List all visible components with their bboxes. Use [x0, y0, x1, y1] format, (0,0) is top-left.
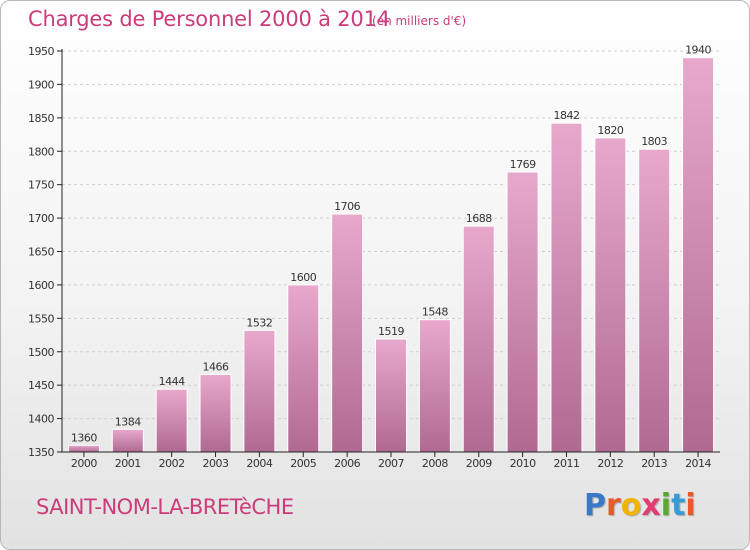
- x-tick-label: 2002: [159, 457, 185, 470]
- proxiti-logo: Proxiti: [584, 488, 696, 523]
- bar: [594, 137, 627, 453]
- bar: [111, 428, 144, 453]
- x-tick-label: 2011: [553, 457, 579, 470]
- bar-value-label: 1466: [203, 360, 229, 373]
- bar: [638, 148, 671, 453]
- x-tick-label: 2003: [203, 457, 229, 470]
- y-tick-label: 1400: [28, 413, 54, 426]
- bar-value-label: 1688: [466, 212, 492, 225]
- bar-value-label: 1548: [422, 306, 448, 319]
- bar: [375, 338, 407, 453]
- x-tick-label: 2008: [422, 457, 448, 470]
- x-tick-label: 2010: [510, 457, 536, 470]
- x-tick-label: 2001: [115, 457, 141, 470]
- y-tick-label: 1450: [28, 379, 54, 392]
- x-tick-label: 2007: [378, 457, 404, 470]
- bar-value-label: 1600: [290, 271, 316, 284]
- bar-value-label: 1532: [246, 316, 272, 329]
- logo-letter: o: [620, 488, 642, 523]
- chart-subtitle: (en milliers d'€): [372, 14, 467, 28]
- y-tick-label: 1700: [28, 212, 54, 225]
- bar-value-label: 1842: [553, 109, 579, 122]
- x-tick-label: 2006: [334, 457, 360, 470]
- y-tick-label: 1550: [28, 312, 54, 325]
- bar-value-label: 1444: [159, 375, 185, 388]
- y-tick-label: 1600: [28, 279, 54, 292]
- bar-value-label: 1519: [378, 325, 404, 338]
- bar-value-label: 1706: [334, 200, 360, 213]
- axes: 1350 1400 1450 1500 1550 1600 1650 1700 1750 1800…: [28, 45, 720, 470]
- logo-letter: P: [584, 488, 606, 523]
- commune-name: SAINT-NOM-LA-BRETèCHE: [36, 495, 294, 519]
- bar-value-label: 1940: [685, 44, 711, 57]
- y-tick-label: 1500: [28, 346, 54, 359]
- bar-value-label: 1360: [71, 431, 97, 444]
- bar: [287, 284, 320, 453]
- x-tick-label: 2009: [466, 457, 492, 470]
- y-tick-label: 1650: [28, 246, 54, 259]
- x-tick-label: 2000: [71, 457, 97, 470]
- logo-letter: i: [660, 488, 672, 523]
- y-tick-label: 1850: [28, 112, 54, 125]
- bar: [682, 57, 715, 453]
- bar: [462, 225, 495, 453]
- bar: [331, 213, 364, 453]
- y-tick-label: 1950: [28, 45, 54, 58]
- y-tick-label: 1800: [28, 145, 54, 158]
- bar: [506, 171, 539, 453]
- logo-letter: r: [606, 488, 621, 523]
- bar: [199, 373, 232, 453]
- logo-letter: i: [685, 488, 696, 523]
- chart-title: Charges de Personnel 2000 à 2014: [28, 7, 390, 31]
- bar: [550, 122, 583, 453]
- bar-value-label: 1820: [597, 124, 623, 137]
- bars: 1360 1384 1444 1466 1532 1600 1706 1519 1548 1688…: [67, 44, 715, 453]
- bar: [67, 444, 100, 453]
- x-tick-label: 2005: [290, 457, 316, 470]
- y-tick-label: 1350: [28, 446, 54, 459]
- bar: [418, 319, 451, 453]
- x-tick-label: 2014: [685, 457, 711, 470]
- bar-value-label: 1769: [510, 158, 536, 171]
- bar: [243, 329, 276, 453]
- bar-value-label: 1384: [115, 415, 141, 428]
- bar-value-label: 1803: [641, 135, 667, 148]
- x-tick-label: 2004: [246, 457, 272, 470]
- logo-letter: t: [671, 488, 686, 523]
- x-tick-label: 2012: [597, 457, 623, 470]
- y-tick-label: 1900: [28, 78, 54, 91]
- x-tick-label: 2013: [641, 457, 667, 470]
- logo-letter: x: [641, 488, 661, 523]
- y-tick-label: 1750: [28, 179, 54, 192]
- bar: [155, 388, 188, 453]
